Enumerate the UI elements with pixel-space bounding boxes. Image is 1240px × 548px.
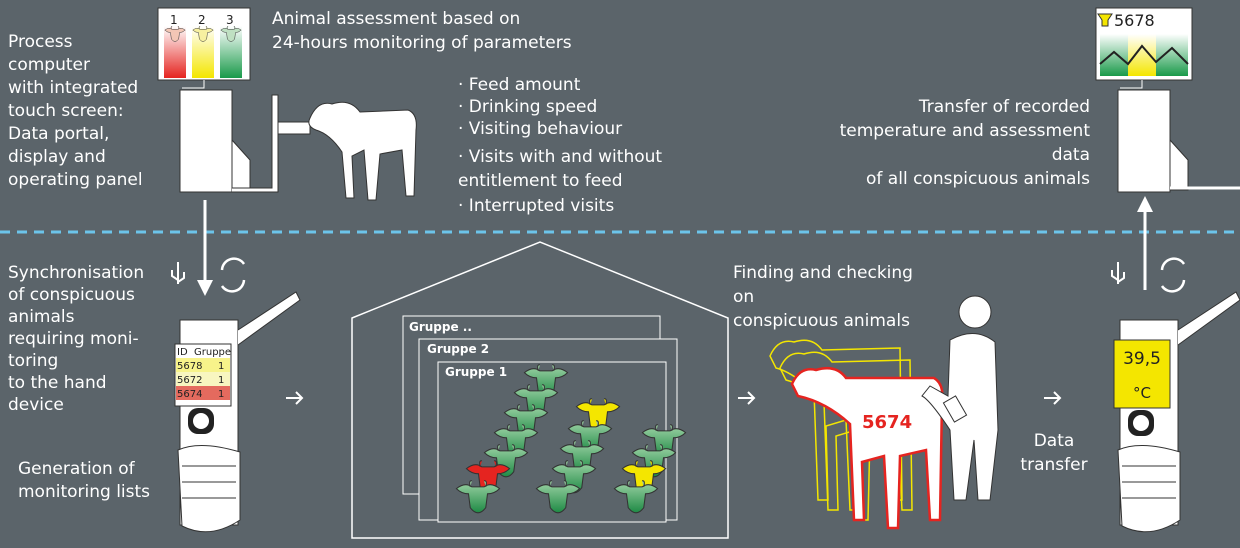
label: · Visits with and without xyxy=(458,147,662,167)
label: 1 xyxy=(218,389,224,400)
label: requiring moni- xyxy=(8,329,139,349)
page: {"left_top":{"lines":["Process","compute… xyxy=(0,0,1240,548)
process-computer-part xyxy=(278,122,310,134)
label: · Drinking speed xyxy=(458,97,597,117)
right-top-text: Transfer of recorded temperature and asse… xyxy=(840,97,1091,189)
label: Gruppe 1 xyxy=(445,365,507,379)
label: computer xyxy=(8,55,90,75)
handheld-right-part xyxy=(1178,292,1240,345)
left-top-text: Process computer with integrated touch scre… xyxy=(8,32,143,190)
label: touch screen: xyxy=(8,101,124,121)
label: 39,5 xyxy=(1123,349,1161,369)
label: entitlement to feed xyxy=(458,171,623,191)
label: Data xyxy=(1034,431,1075,451)
label: to the hand xyxy=(8,373,107,393)
right-computer-part xyxy=(1120,80,1142,88)
label: Generation of xyxy=(18,459,136,479)
label: 24-hours monitoring of parameters xyxy=(272,33,572,53)
label: on xyxy=(733,287,754,307)
label: operating panel xyxy=(8,170,143,190)
calves: 5674 xyxy=(770,340,942,528)
calf-top-part xyxy=(309,102,416,200)
label: 1 xyxy=(218,361,224,372)
right-computer: 5678 xyxy=(1096,8,1240,290)
right-computer-part xyxy=(1137,196,1153,212)
handheld-right: 39,5 °C xyxy=(1114,292,1240,532)
sync-arrow-part xyxy=(222,259,244,292)
small-arrows-part xyxy=(1044,392,1060,404)
label: 5672 xyxy=(177,375,202,386)
label: Process xyxy=(8,32,73,52)
finding-text: Finding and checking on conspicuous animal… xyxy=(733,263,913,331)
label: data xyxy=(1052,145,1090,165)
transfer-text: Data transfer xyxy=(1020,431,1087,475)
right-computer-part xyxy=(1156,34,1188,76)
label: 5678 xyxy=(177,361,202,372)
label: 5678 xyxy=(1114,11,1155,30)
label: Gruppe .. xyxy=(409,320,472,334)
label: · Feed amount xyxy=(458,75,581,95)
label: 1 xyxy=(170,13,178,27)
label: 1 xyxy=(218,375,224,386)
sync-arrow-part xyxy=(197,280,213,296)
label: ID xyxy=(177,347,188,358)
handheld-left-part xyxy=(178,445,240,531)
label: animals xyxy=(8,307,75,327)
label: temperature and assessment xyxy=(840,121,1091,141)
label: °C xyxy=(1133,384,1151,402)
label: conspicuous animals xyxy=(733,311,910,331)
label: transfer xyxy=(1020,455,1087,475)
label: · Visiting behaviour xyxy=(458,119,622,139)
handheld-left-part xyxy=(238,292,300,345)
calves-part xyxy=(792,368,942,528)
label: Gruppe 2 xyxy=(427,342,489,356)
label: toring xyxy=(8,351,58,371)
handheld-left: ID Gruppe 5678 1 5672 1 5674 1 xyxy=(175,292,300,532)
label: · Interrupted visits xyxy=(458,196,614,216)
barn: Gruppe .. Gruppe 2 Gruppe 1 xyxy=(352,242,728,538)
sync-arrow-part xyxy=(1162,259,1184,292)
label: 3 xyxy=(226,13,234,27)
label: 5674 xyxy=(862,412,912,433)
label: Synchronisation xyxy=(8,263,144,283)
label: 2 xyxy=(198,13,206,27)
label: Transfer of recorded xyxy=(918,97,1090,117)
handheld-left-part xyxy=(193,413,209,429)
process-computer-part xyxy=(182,80,204,88)
right-computer-part xyxy=(1118,90,1170,192)
right-computer-part xyxy=(1170,140,1188,190)
label: of all conspicuous animals xyxy=(866,169,1090,189)
label: 5674 xyxy=(177,389,202,400)
label: display and xyxy=(8,147,106,167)
sync-arrow-part xyxy=(172,262,184,284)
handheld-right-part xyxy=(1133,415,1149,431)
label: with integrated xyxy=(8,78,138,98)
sync-arrow-part xyxy=(1112,262,1124,284)
label: Data portal, xyxy=(8,124,109,144)
label: Finding and checking xyxy=(733,263,913,283)
label: device xyxy=(8,395,64,415)
label: of conspicuous xyxy=(8,285,135,305)
sync-arrow xyxy=(172,200,1184,296)
label: Animal assessment based on xyxy=(272,9,520,29)
small-arrows-part xyxy=(738,392,754,404)
calf-top xyxy=(309,102,416,200)
process-computer-part xyxy=(180,90,232,192)
farmer-part xyxy=(959,296,991,328)
handheld-right-part xyxy=(1118,445,1180,531)
diagram: Process computer with integrated touch scre… xyxy=(0,0,1240,548)
right-computer-part xyxy=(1100,34,1128,76)
label: monitoring lists xyxy=(18,482,150,502)
right-computer-part xyxy=(1128,34,1156,76)
label: Gruppe xyxy=(194,347,231,358)
small-arrows-part xyxy=(286,392,302,404)
process-computer-part xyxy=(232,140,250,190)
